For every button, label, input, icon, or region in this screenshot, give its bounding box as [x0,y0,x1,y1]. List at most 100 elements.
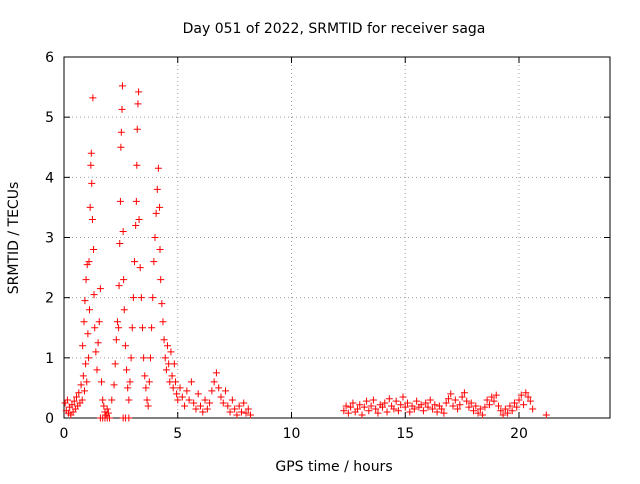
data-point [178,393,186,401]
data-point [349,399,357,407]
data-point [431,401,439,409]
data-point [447,390,455,398]
data-point [379,403,386,411]
data-point [183,387,191,395]
data-point [127,354,135,362]
data-point [340,407,348,415]
data-point [161,354,169,362]
data-point [156,246,164,254]
data-point [444,395,452,403]
x-tick-label: 10 [283,426,301,442]
data-point [422,399,430,407]
data-point [120,306,128,314]
data-point [392,397,400,405]
data-point [451,396,459,404]
data-point [100,402,108,410]
data-point [187,378,195,386]
data-point [231,405,239,413]
data-point [472,402,480,410]
data-point [93,366,101,374]
data-point [70,397,78,405]
data-point [383,408,391,416]
data-point [235,402,243,410]
axis-ticks: 0 5 10 15 20 0 1 2 3 4 5 6 [45,50,610,442]
data-point [68,401,76,409]
data-point [476,405,484,413]
data-point [449,402,457,410]
data-point [381,399,389,407]
data-point [121,342,129,350]
data-point [83,261,91,269]
data-point [118,82,126,90]
data-point [115,324,123,332]
data-point [73,393,81,401]
data-point [88,215,96,223]
data-point [158,300,166,308]
data-point [156,203,164,211]
data-point [169,384,177,392]
data-point [219,399,227,407]
data-point [80,318,88,326]
data-point [367,402,375,410]
y-tick-label: 4 [45,170,54,186]
data-point [82,360,90,368]
data-point [138,324,146,332]
data-point [224,402,232,410]
data-point [143,396,151,404]
data-point [492,391,500,399]
data-point [372,405,380,413]
data-point [440,409,448,417]
data-point [85,354,93,362]
data-point [212,369,220,377]
data-point [168,372,176,380]
data-point [134,100,142,108]
data-point [522,389,530,397]
data-point [94,339,102,347]
data-point [119,227,127,235]
y-tick-label: 1 [45,351,54,367]
data-point [497,407,505,415]
data-point [140,354,148,362]
data-point [194,390,202,398]
data-point [197,402,204,410]
data-point [174,396,182,404]
data-point [117,128,125,136]
data-point [385,395,393,403]
x-tick-label: 0 [60,426,69,442]
data-point [87,149,95,157]
data-point [526,397,534,405]
data-point [401,403,409,411]
data-point [90,246,98,254]
data-point [510,399,518,407]
data-point [96,285,104,293]
data-point [85,258,93,266]
data-point [87,161,95,169]
data-point [95,318,103,326]
data-point [479,411,487,419]
data-point [149,294,157,302]
data-point [90,291,98,299]
data-point [151,234,159,241]
data-point [171,378,179,386]
data-point [397,401,405,409]
y-tick-label: 0 [45,411,54,427]
data-point [374,409,382,417]
data-point [117,143,125,151]
data-point [92,348,100,356]
data-point [226,408,234,416]
data-point [347,403,355,411]
data-point [91,324,99,332]
data-point [233,411,241,419]
data-point [126,378,134,386]
data-point [142,384,150,392]
data-point [110,381,118,389]
data-point [162,366,170,374]
data-point [131,258,139,266]
x-tick-label: 20 [510,426,528,442]
data-point [154,164,162,172]
data-point [141,372,149,380]
data-point [506,402,514,410]
data-point [78,396,86,404]
data-point [499,411,507,419]
data-point [113,318,121,326]
